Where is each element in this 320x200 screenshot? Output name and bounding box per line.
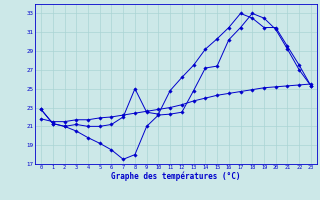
X-axis label: Graphe des températures (°C): Graphe des températures (°C) <box>111 172 241 181</box>
